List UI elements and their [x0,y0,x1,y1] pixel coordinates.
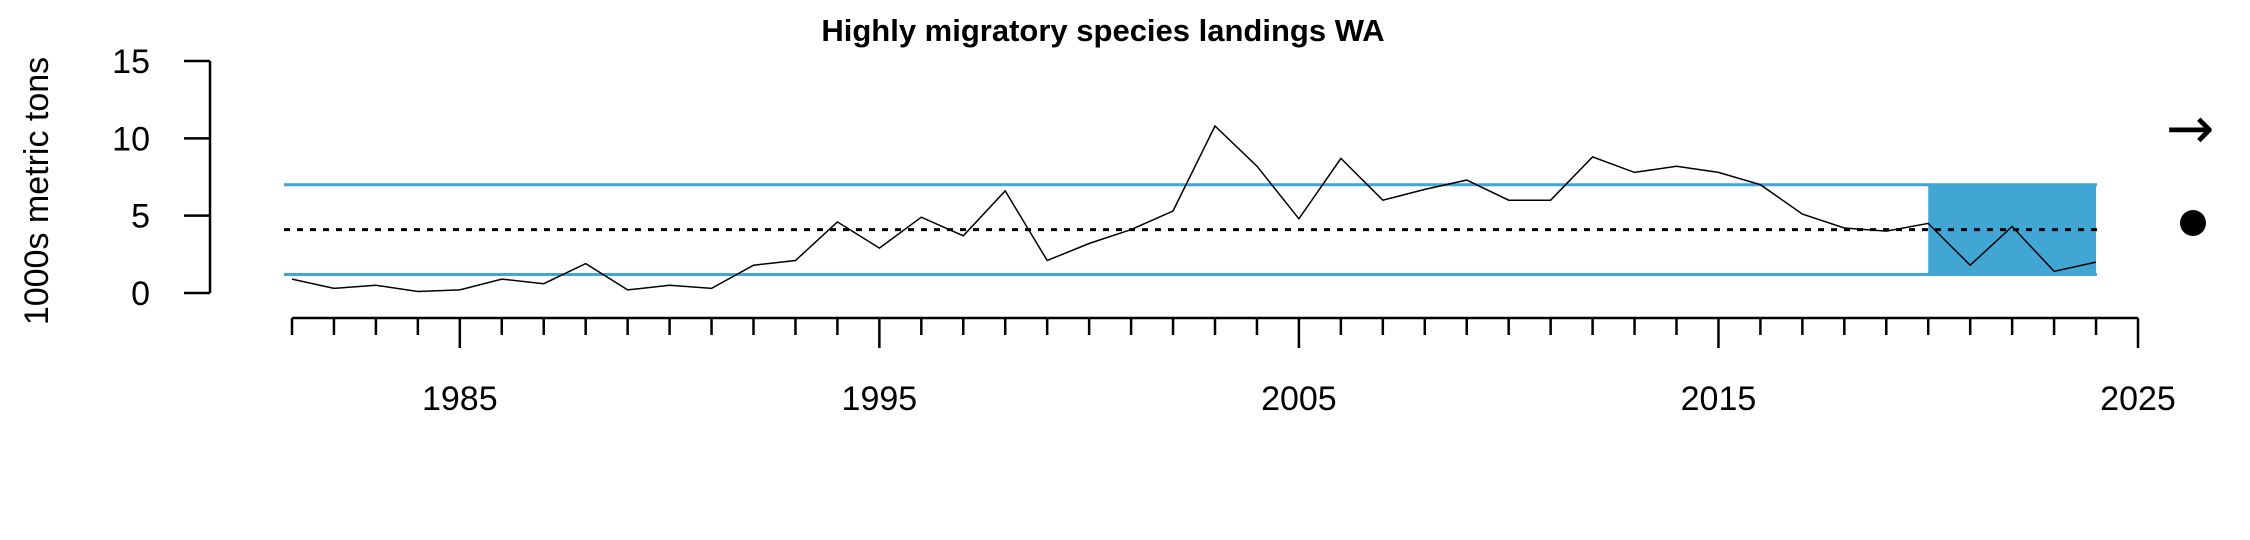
x-tick-label: 2005 [1261,380,1337,418]
y-tick-label: 10 [112,120,150,158]
status-dot-icon [2180,210,2206,236]
trend-arrow-icon: → [2166,94,2215,162]
x-tick-label: 1985 [422,380,498,418]
x-tick-label: 1995 [842,380,918,418]
x-axis: 1985 1995 2005 2015 2025 [290,316,2176,418]
y-tick-label: 5 [131,198,150,236]
x-tick-label: 2015 [1681,380,1757,418]
series-points [292,126,2096,292]
y-tick-label: 0 [131,275,150,313]
y-axis: 0 5 10 15 [112,43,212,313]
chart-title: Highly migratory species landings WA [821,13,1384,48]
y-tick-label: 15 [112,43,150,81]
series-line [291,124,2097,293]
y-axis-label: 1000s metric tons [18,57,56,325]
x-tick-label: 2025 [2100,380,2176,418]
